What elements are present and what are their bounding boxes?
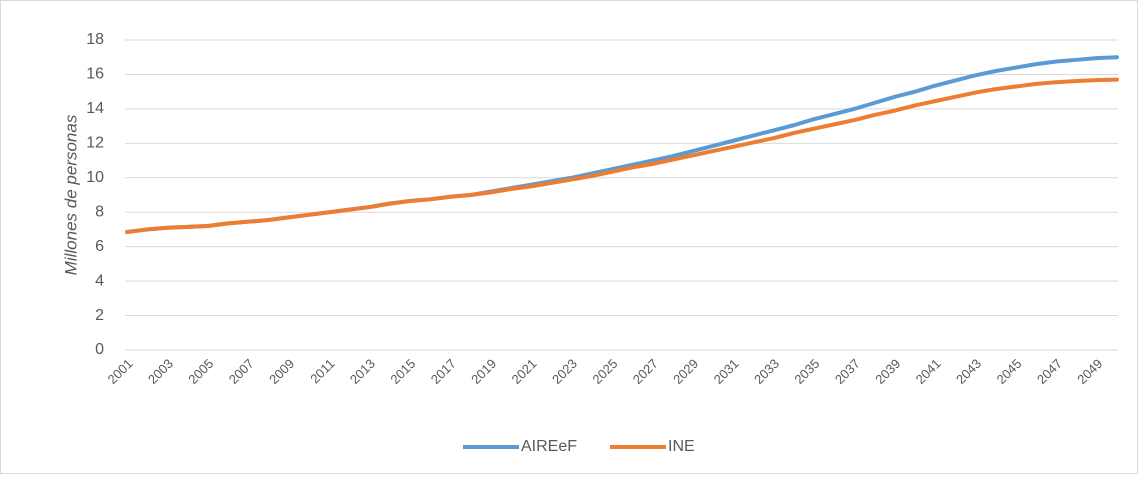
y-tick-label: 16: [86, 66, 104, 83]
y-axis-label: Millones de personas: [61, 114, 80, 275]
y-tick-label: 18: [86, 31, 104, 48]
y-tick-label: 2: [95, 307, 104, 324]
y-tick-label: 4: [95, 272, 104, 289]
line-series: [125, 77, 1119, 235]
y-tick-label: 6: [95, 238, 104, 255]
y-tick-label: 12: [86, 135, 104, 152]
y-tick-label: 10: [86, 169, 104, 186]
y-tick-label: 8: [95, 203, 104, 220]
y-tick-label: 14: [86, 100, 104, 117]
y-tick-label: 0: [95, 341, 104, 358]
legend-label: INE: [668, 438, 695, 455]
legend-label: AIREeF: [521, 438, 577, 455]
